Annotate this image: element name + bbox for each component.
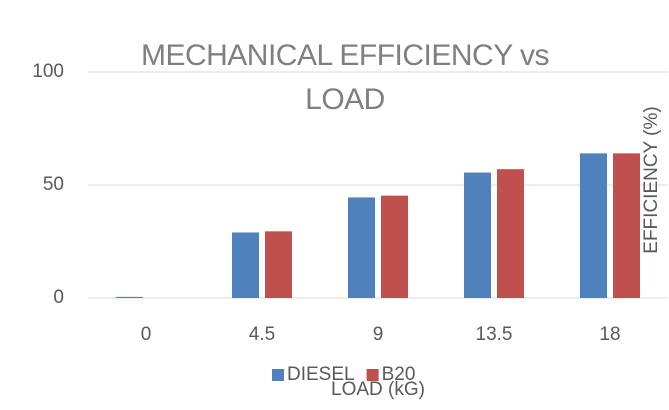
x-tick-label: 0: [141, 324, 152, 345]
bar: [580, 153, 607, 298]
y-tick-label: 0: [53, 287, 64, 308]
x-tick-label: 9: [373, 324, 384, 345]
chart-title: MECHANICAL EFFICIENCY vs LOAD: [140, 39, 550, 116]
bar: [381, 195, 408, 298]
x-tick-label: 4.5: [249, 324, 275, 345]
y-tick-label: 100: [32, 61, 64, 82]
bar: [348, 197, 375, 298]
x-tick-label: 13.5: [476, 324, 513, 345]
bar: [232, 232, 259, 298]
legend-swatch: [366, 369, 379, 381]
y-tick-label: 50: [43, 174, 64, 195]
legend-swatch: [272, 369, 284, 381]
legend-label: DIESEL: [287, 364, 355, 385]
x-axis-label: LOAD (kG): [331, 379, 425, 400]
x-tick-label: 18: [599, 324, 620, 345]
bar: [116, 296, 143, 298]
legend-label: B20: [382, 364, 416, 385]
bar: [464, 172, 491, 298]
y-axis-label: EFFICIENCY (%): [641, 106, 662, 253]
bar: [265, 231, 292, 298]
bar: [497, 169, 524, 298]
bar: [613, 153, 640, 298]
